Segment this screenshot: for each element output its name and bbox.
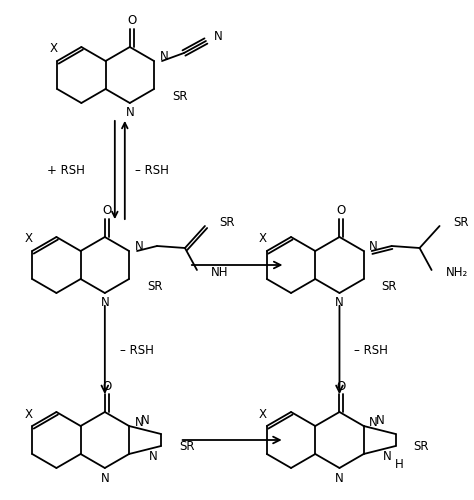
Text: N: N [376,414,384,426]
Text: N: N [369,416,378,428]
Text: O: O [337,380,346,392]
Text: N: N [135,240,144,254]
Text: N: N [160,50,168,64]
Text: N: N [141,414,150,426]
Text: N: N [135,416,144,428]
Text: N: N [100,296,109,310]
Text: N: N [335,296,344,310]
Text: N: N [383,450,392,462]
Text: + RSH: + RSH [47,164,85,176]
Text: NH₂: NH₂ [446,266,468,278]
Text: O: O [127,14,137,28]
Text: O: O [102,204,111,218]
Text: SR: SR [147,280,163,293]
Text: X: X [259,232,267,245]
Text: X: X [49,42,57,56]
Text: X: X [24,408,32,420]
Text: – RSH: – RSH [135,164,169,176]
Text: N: N [335,472,344,484]
Text: N: N [100,472,109,484]
Text: SR: SR [382,280,397,293]
Text: – RSH: – RSH [355,344,388,356]
Text: – RSH: – RSH [120,344,154,356]
Text: N: N [149,450,157,462]
Text: N: N [369,240,378,254]
Text: O: O [337,204,346,218]
Text: SR: SR [179,440,194,452]
Text: N: N [213,30,222,44]
Text: X: X [24,232,32,245]
Text: H: H [395,458,404,470]
Text: O: O [102,380,111,392]
Text: SR: SR [172,90,188,104]
Text: X: X [259,408,267,420]
Text: SR: SR [414,440,429,452]
Text: NH: NH [211,266,228,278]
Text: SR: SR [219,216,235,228]
Text: SR: SR [454,216,469,228]
Text: N: N [126,106,134,120]
